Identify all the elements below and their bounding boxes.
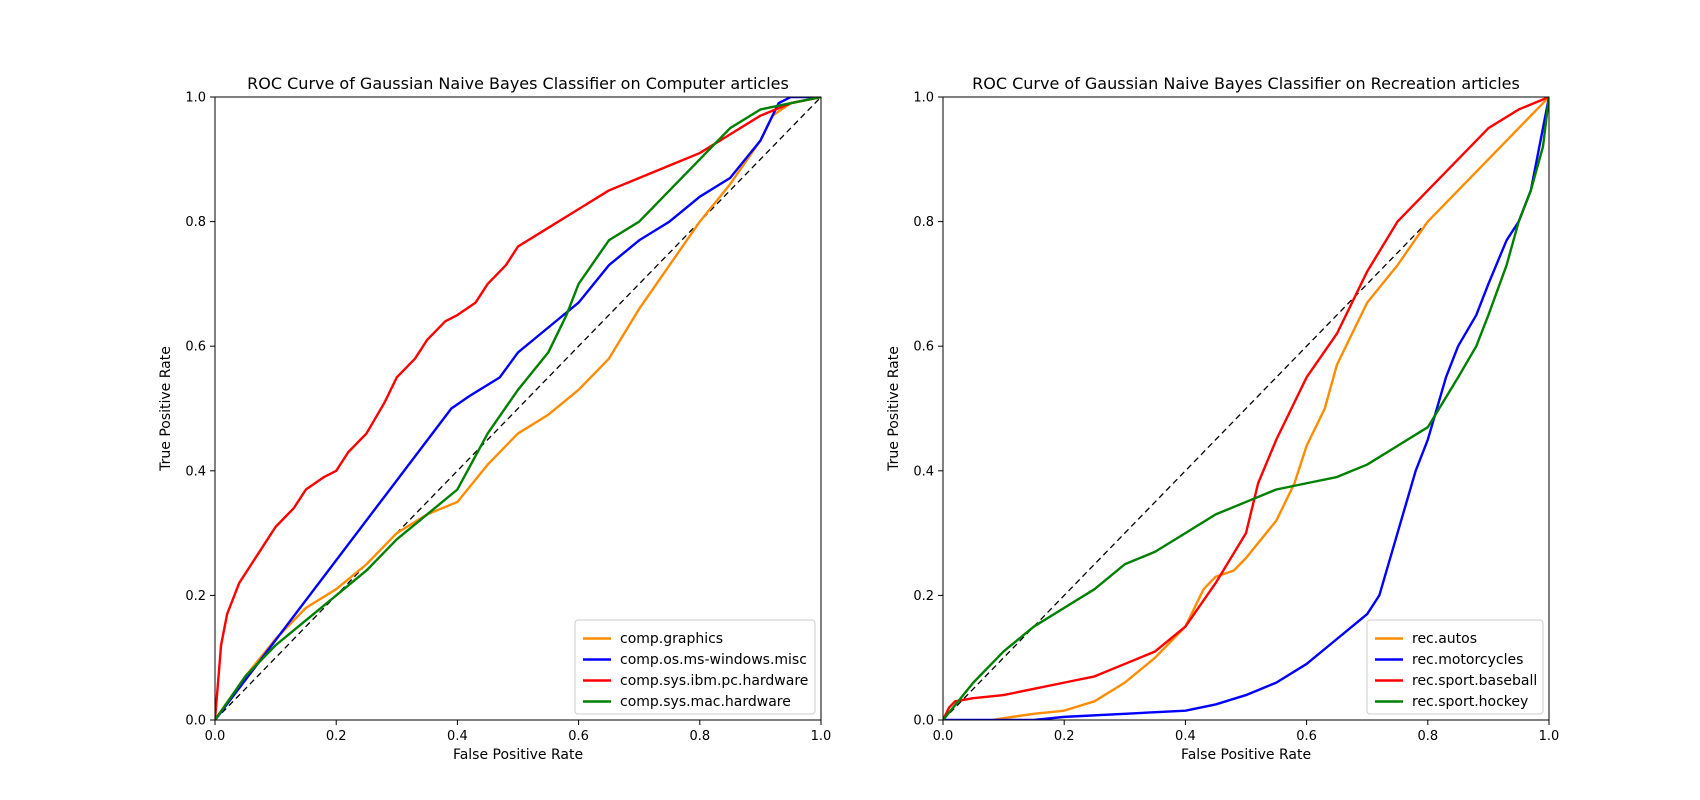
chart-1-xlabel: False Positive Rate <box>1181 747 1311 763</box>
chart-0-xlabel: False Positive Rate <box>453 747 583 763</box>
chart-0-series-0-line <box>215 97 821 720</box>
chart-1-xtick-label: 0.4 <box>1175 729 1196 744</box>
chart-0-xtick-label: 0.4 <box>447 729 468 744</box>
chart-1-xtick-label: 0.0 <box>933 729 954 744</box>
chart-1-legend-label-1: rec.motorcycles <box>1412 652 1523 668</box>
chart-1-plot-area <box>943 97 1549 720</box>
chart-0-plot-area <box>215 97 821 720</box>
chart-0-axes-frame <box>214 96 822 721</box>
chart-0-series-2-line <box>215 97 821 720</box>
chart-1-xtick-label: 0.2 <box>1054 729 1075 744</box>
chart-0-ytick-label: 0.8 <box>185 215 206 230</box>
chart-0-legend-label-1: comp.os.ms-windows.misc <box>620 652 807 668</box>
chart-1-legend: rec.autos rec.motorcycles rec.sport.baseba… <box>1366 619 1544 715</box>
chart-1-series-0-line <box>991 97 1549 720</box>
chart-0-legend-label-3: comp.sys.mac.hardware <box>620 694 791 710</box>
chart-0-xtick-label: 0.6 <box>568 729 589 744</box>
chart-1-series-3-line <box>943 97 1549 720</box>
chart-0-ytick-label: 0.0 <box>185 714 206 729</box>
chart-0-xtick-label: 0.8 <box>689 729 710 744</box>
chart-0-xtick-label: 1.0 <box>811 729 832 744</box>
chart-0-ytick-label: 0.6 <box>185 340 206 355</box>
chart-1-series-2-line <box>943 97 1549 720</box>
chart-1-ytick-label: 0.0 <box>913 714 934 729</box>
chart-1-ytick-label: 0.4 <box>913 464 934 479</box>
chart-1: ROC Curve of Gaussian Naive Bayes Classi… <box>886 74 1559 763</box>
chart-0-ytick-label: 0.2 <box>185 589 206 604</box>
chart-1-legend-label-2: rec.sport.baseball <box>1412 673 1537 689</box>
chart-0-diagonal-line <box>215 97 821 720</box>
chart-1-ytick-label: 0.6 <box>913 340 934 355</box>
chart-1-axes-frame <box>942 96 1550 721</box>
chart-0-series-3-line <box>215 97 821 720</box>
chart-1-ytick-label: 0.8 <box>913 215 934 230</box>
chart-1-ytick-label: 1.0 <box>913 91 934 106</box>
chart-1-legend-label-0: rec.autos <box>1412 631 1477 647</box>
chart-1-ylabel: True Positive Rate <box>886 346 902 472</box>
chart-0-legend-label-2: comp.sys.ibm.pc.hardware <box>620 673 808 689</box>
chart-1-title: ROC Curve of Gaussian Naive Bayes Classi… <box>972 74 1520 93</box>
chart-0-ytick-label: 0.4 <box>185 464 206 479</box>
chart-0-title: ROC Curve of Gaussian Naive Bayes Classi… <box>247 74 789 93</box>
chart-1-legend-label-3: rec.sport.hockey <box>1412 694 1528 710</box>
chart-0-legend: comp.graphics comp.os.ms-windows.misc comp… <box>574 619 816 715</box>
chart-0-series-1-line <box>215 97 821 720</box>
chart-1-legend-box <box>1366 619 1544 715</box>
chart-0-legend-label-0: comp.graphics <box>620 631 723 647</box>
chart-0-ylabel: True Positive Rate <box>158 346 174 472</box>
chart-1-ytick-label: 0.2 <box>913 589 934 604</box>
chart-0: ROC Curve of Gaussian Naive Bayes Classi… <box>158 74 831 763</box>
chart-1-xtick-label: 0.8 <box>1417 729 1438 744</box>
chart-1-xtick-label: 1.0 <box>1539 729 1560 744</box>
chart-0-legend-box <box>574 619 816 715</box>
chart-1-xtick-label: 0.6 <box>1296 729 1317 744</box>
chart-0-ytick-label: 1.0 <box>185 91 206 106</box>
chart-0-xtick-label: 0.0 <box>205 729 226 744</box>
chart-0-xtick-label: 0.2 <box>326 729 347 744</box>
